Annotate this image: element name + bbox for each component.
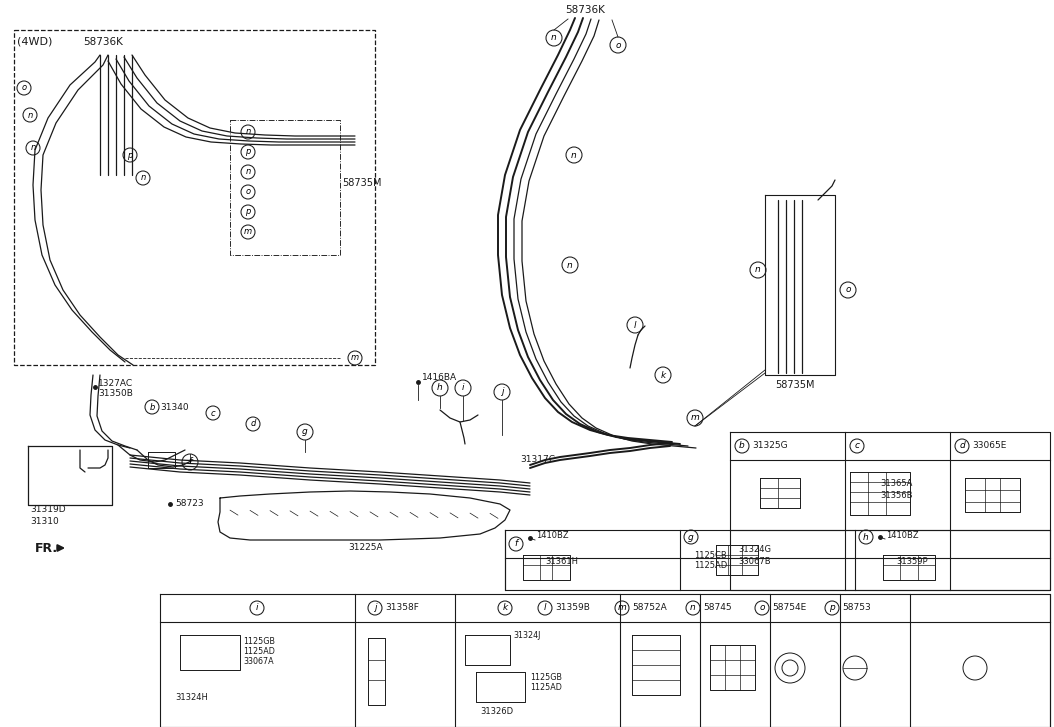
Text: 31225A: 31225A: [348, 544, 383, 553]
Text: 31324J: 31324J: [513, 630, 541, 640]
Text: 31324H: 31324H: [175, 694, 208, 702]
Text: 31365A: 31365A: [880, 480, 913, 489]
Text: h: h: [863, 532, 868, 542]
Text: 58735M: 58735M: [775, 380, 815, 390]
Text: 1125AD: 1125AD: [530, 683, 562, 693]
Text: 58752A: 58752A: [632, 603, 667, 613]
Text: o: o: [845, 286, 851, 294]
Text: n: n: [567, 260, 573, 270]
Text: n: n: [551, 33, 557, 42]
Text: 1125AD: 1125AD: [243, 646, 275, 656]
Text: p: p: [246, 148, 251, 156]
Text: 1410BZ: 1410BZ: [536, 531, 568, 539]
Text: p: p: [829, 603, 835, 613]
Text: p: p: [246, 207, 251, 217]
Text: f: f: [514, 539, 518, 548]
Text: j: j: [374, 603, 376, 613]
Text: l: l: [633, 321, 637, 329]
Text: m: m: [690, 414, 700, 422]
Text: b: b: [739, 441, 745, 451]
Text: (4WD): (4WD): [17, 37, 53, 47]
Text: c: c: [855, 441, 859, 451]
Text: 31317C: 31317C: [520, 456, 555, 465]
Text: o: o: [21, 84, 26, 92]
Text: o: o: [246, 188, 251, 196]
Text: 58753: 58753: [842, 603, 871, 613]
Text: 1125CB: 1125CB: [694, 552, 727, 561]
Text: n: n: [755, 265, 761, 275]
Text: 31361H: 31361H: [545, 558, 578, 566]
Text: 31359P: 31359P: [896, 558, 928, 566]
Text: 31350B: 31350B: [98, 390, 133, 398]
Text: 33065E: 33065E: [972, 441, 1007, 451]
Text: 1416BA: 1416BA: [422, 374, 457, 382]
Text: c: c: [211, 409, 215, 417]
Text: k: k: [661, 371, 666, 379]
Text: n: n: [31, 143, 36, 153]
Text: b: b: [150, 403, 155, 411]
Text: 58736K: 58736K: [83, 37, 123, 47]
Text: p: p: [128, 150, 133, 159]
Text: 31325G: 31325G: [752, 441, 787, 451]
Text: i: i: [256, 603, 258, 613]
Text: n: n: [140, 174, 145, 182]
Text: d: d: [959, 441, 964, 451]
Text: 31340: 31340: [160, 403, 189, 411]
Text: 31356B: 31356B: [880, 491, 913, 499]
Text: 1125GB: 1125GB: [530, 673, 562, 683]
Text: 1125AD: 1125AD: [694, 561, 727, 571]
Text: 31359B: 31359B: [555, 603, 590, 613]
Text: 33067A: 33067A: [243, 656, 274, 665]
Text: 58736K: 58736K: [565, 5, 605, 15]
Text: 1410BZ: 1410BZ: [886, 531, 919, 539]
Text: 58754E: 58754E: [772, 603, 806, 613]
Text: l: l: [544, 603, 546, 613]
Text: 31326D: 31326D: [480, 707, 513, 717]
Text: m: m: [351, 353, 359, 363]
Text: 31310: 31310: [30, 516, 59, 526]
Text: m: m: [243, 228, 252, 236]
Text: n: n: [571, 150, 577, 159]
Text: FR.: FR.: [35, 542, 58, 555]
Text: 1125GB: 1125GB: [243, 637, 275, 646]
Text: d: d: [250, 419, 256, 428]
Text: k: k: [503, 603, 508, 613]
Text: 31319D: 31319D: [30, 505, 65, 515]
Text: o: o: [759, 603, 765, 613]
Text: n: n: [690, 603, 696, 613]
Text: n: n: [246, 127, 251, 137]
Text: 58723: 58723: [175, 499, 203, 508]
Text: 1327AC: 1327AC: [98, 379, 133, 388]
Text: m: m: [618, 603, 626, 613]
Text: o: o: [616, 41, 621, 49]
Text: h: h: [437, 384, 443, 393]
Text: f: f: [189, 457, 192, 467]
Text: 31324G: 31324G: [738, 545, 770, 555]
Text: n: n: [27, 111, 33, 119]
Text: j: j: [501, 387, 503, 396]
Text: n: n: [246, 167, 251, 177]
Text: 33067B: 33067B: [738, 556, 770, 566]
Text: 58735M: 58735M: [341, 178, 382, 188]
Text: g: g: [688, 532, 694, 542]
Text: 31358F: 31358F: [385, 603, 418, 613]
Text: i: i: [462, 384, 464, 393]
Text: g: g: [302, 427, 308, 436]
Text: 58745: 58745: [703, 603, 731, 613]
